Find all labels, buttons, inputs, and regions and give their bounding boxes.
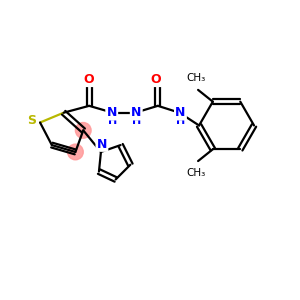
Text: H: H — [108, 116, 117, 126]
Text: N: N — [175, 106, 186, 119]
Text: O: O — [151, 73, 161, 86]
Circle shape — [75, 122, 91, 138]
Text: N: N — [97, 138, 107, 151]
Text: O: O — [84, 73, 94, 86]
Text: N: N — [131, 106, 141, 119]
Text: S: S — [27, 114, 36, 127]
Text: H: H — [176, 116, 185, 126]
Text: N: N — [106, 106, 117, 119]
Circle shape — [68, 144, 83, 160]
Text: CH₃: CH₃ — [187, 73, 206, 83]
Text: CH₃: CH₃ — [187, 168, 206, 178]
Text: H: H — [132, 116, 141, 126]
